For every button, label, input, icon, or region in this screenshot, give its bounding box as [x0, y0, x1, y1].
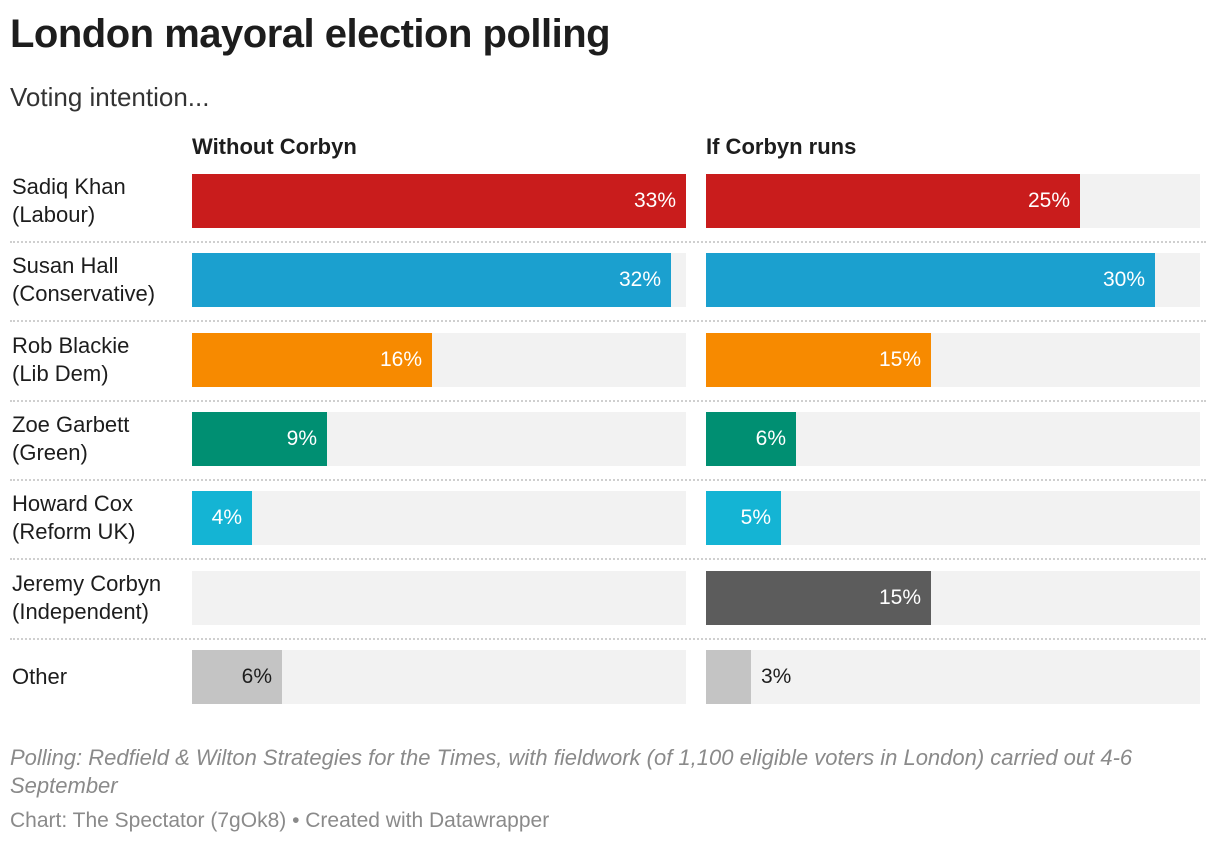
row-separator [10, 638, 1206, 640]
category-label: Jeremy Corbyn (Independent) [12, 570, 161, 626]
row-separator [10, 400, 1206, 402]
category-label: Howard Cox (Reform UK) [12, 490, 135, 546]
data-label: 4% [211, 506, 242, 529]
category-label: Susan Hall (Conservative) [12, 252, 155, 308]
series-header: If Corbyn runs [706, 134, 857, 159]
bar [706, 253, 1155, 307]
bar [192, 412, 327, 466]
data-label: 15% [878, 586, 921, 609]
bar-track: 15% [706, 571, 1200, 625]
chart-title: London mayoral election polling [10, 12, 611, 56]
category-label: Rob Blackie (Lib Dem) [12, 332, 129, 388]
bar-track: 30% [706, 253, 1200, 307]
chart-subtitle: Voting intention... [10, 82, 210, 112]
bar-track: 6% [192, 650, 686, 704]
data-label: 15% [878, 348, 921, 371]
data-label: 32% [618, 268, 661, 291]
bar-track: 32% [192, 253, 686, 307]
row-separator [10, 558, 1206, 560]
candidate-party: (Labour) [12, 202, 96, 227]
data-label: 5% [740, 506, 771, 529]
candidate-party: (Conservative) [12, 281, 156, 306]
candidate-party: (Green) [12, 440, 88, 465]
row-separator [10, 479, 1206, 481]
data-label: 6% [241, 665, 272, 688]
candidate-party: (Reform UK) [12, 519, 136, 544]
candidate-name: Rob Blackie [12, 333, 130, 358]
candidate-name: Sadiq Khan [12, 174, 126, 199]
candidate-name: Susan Hall [12, 253, 119, 278]
bar [192, 333, 432, 387]
row-separator [10, 241, 1206, 243]
category-label: Zoe Garbett (Green) [12, 411, 129, 467]
series-header: Without Corbyn [192, 134, 357, 159]
chart-notes: Polling: Redfield & Wilton Strategies fo… [10, 745, 1133, 798]
data-label: 16% [379, 348, 422, 371]
chart-byline: Chart: The Spectator (7gOk8) • Created w… [10, 809, 550, 832]
row-separator [10, 320, 1206, 322]
bar-track: 3% [706, 650, 1200, 704]
bar-track: 15% [706, 333, 1200, 387]
candidate-name: Other [12, 664, 68, 689]
bar [706, 174, 1080, 228]
bar [192, 253, 671, 307]
category-label: Other [12, 663, 67, 691]
data-label: 25% [1027, 189, 1070, 212]
bar-track: 25% [706, 174, 1200, 228]
data-label: 30% [1102, 268, 1145, 291]
bar-track: 9% [192, 412, 686, 466]
candidate-name: Zoe Garbett [12, 412, 130, 437]
category-label: Sadiq Khan (Labour) [12, 173, 126, 229]
candidate-name: Howard Cox [12, 491, 134, 516]
bar-track [192, 571, 686, 625]
data-label: 9% [286, 427, 317, 450]
bar-track: 16% [192, 333, 686, 387]
bar-track: 5% [706, 491, 1200, 545]
candidate-party: (Independent) [12, 599, 149, 624]
candidate-name: Jeremy Corbyn [12, 571, 162, 596]
data-label: 6% [755, 427, 786, 450]
bar-track: 33% [192, 174, 686, 228]
data-label: 3% [761, 665, 792, 688]
bar [706, 333, 931, 387]
bar [706, 571, 931, 625]
data-label: 33% [633, 189, 676, 212]
bar [706, 650, 751, 704]
bar [192, 491, 252, 545]
bar [192, 174, 686, 228]
candidate-party: (Lib Dem) [12, 361, 109, 386]
bar-track: 6% [706, 412, 1200, 466]
bar [192, 650, 282, 704]
bar [706, 412, 796, 466]
bar-track: 4% [192, 491, 686, 545]
bar [706, 491, 781, 545]
